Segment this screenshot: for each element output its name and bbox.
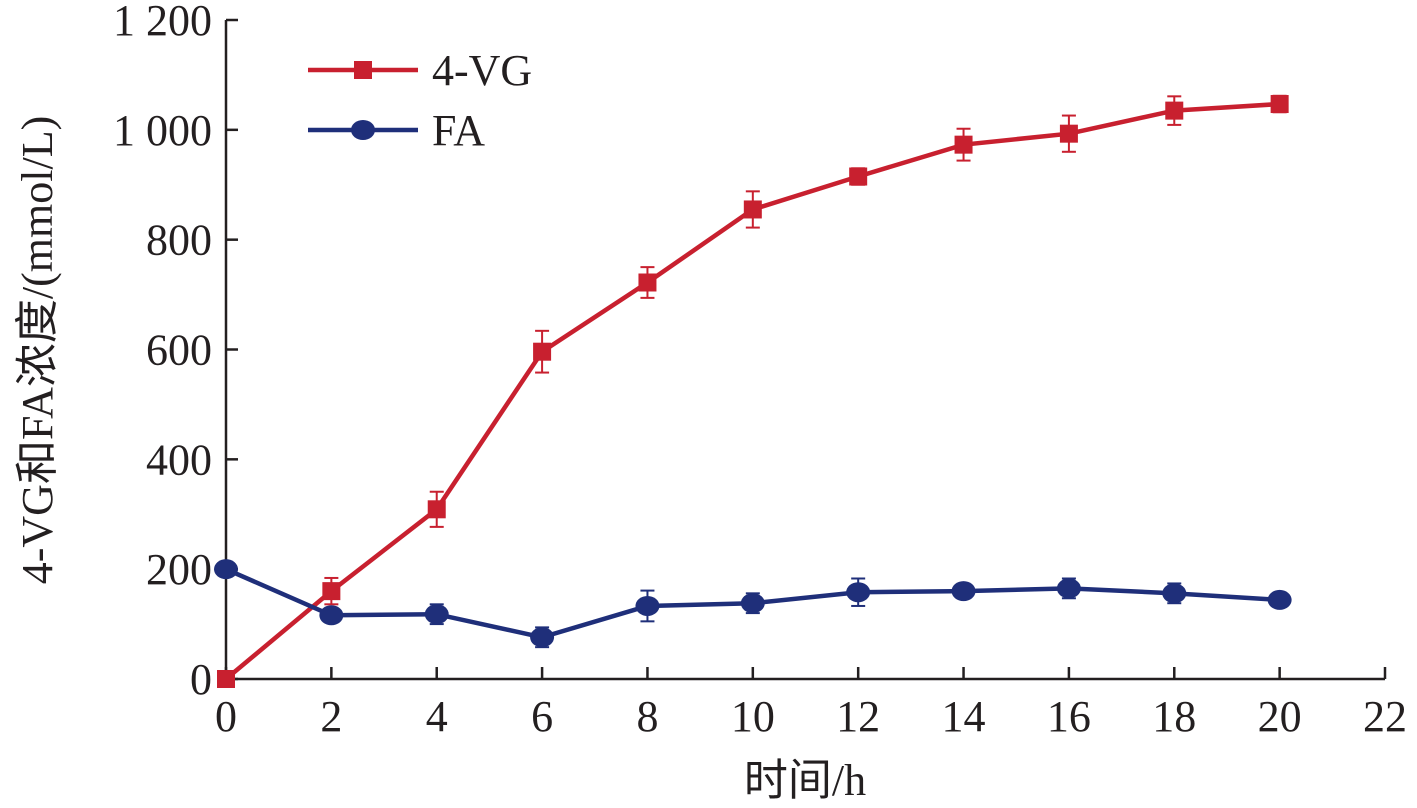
data-point [743,200,762,219]
data-point [322,582,341,601]
data-point [638,273,657,292]
data-point [1162,583,1187,604]
legend-label: 4-VG [432,46,532,95]
data-point [954,135,973,154]
x-tick-label: 20 [1258,692,1302,741]
legend-marker [351,120,375,140]
data-point [1165,101,1184,120]
y-tick-label: 400 [146,435,212,484]
data-point [849,167,868,186]
x-axis-label: 时间/h [744,756,866,805]
axes: 0 2 4 6 8 10 12 14 16 18 20 22 0 200 400 600 800 1 000 1 2… [113,0,1407,741]
legend-item-4-vg: 4-VG [308,46,532,95]
data-point [530,627,555,648]
data-point [424,604,449,625]
x-tick-label: 6 [531,692,553,741]
y-tick-label: 800 [146,216,212,265]
series-group [214,94,1292,688]
y-tick-label: 1 000 [113,106,212,155]
data-point [1270,95,1289,114]
data-point [533,342,552,361]
x-tick-label: 4 [426,692,448,741]
data-point [1056,578,1081,599]
data-point [319,605,344,626]
x-tick-label: 22 [1363,692,1407,741]
y-tick-label: 200 [146,545,212,594]
legend-marker [354,61,372,79]
y-tick-label: 1 200 [113,0,212,45]
data-point [1267,589,1292,610]
x-tick-label: 18 [1152,692,1196,741]
data-point [427,500,446,519]
x-tick-label: 10 [731,692,775,741]
series-fa [214,559,1292,649]
x-tick-label: 0 [215,692,237,741]
y-tick-label: 0 [190,655,212,704]
x-tick-label: 12 [836,692,880,741]
data-point [635,595,660,616]
x-tick-label: 8 [636,692,658,741]
data-point [217,670,235,688]
data-point [214,559,238,580]
data-point [1059,124,1078,143]
legend-item-fa: FA [308,106,485,155]
data-point [846,582,871,603]
series-4-vg [217,94,1289,688]
y-axis-label: 4-VG和FA浓度/(mmol/L) [13,116,62,585]
data-point [951,581,976,602]
legend-label: FA [432,106,485,155]
x-tick-label: 16 [1047,692,1091,741]
legend: 4-VG FA [308,46,532,155]
x-tick-label: 2 [320,692,342,741]
data-point [740,593,765,614]
x-tick-label: 14 [942,692,986,741]
y-tick-label: 600 [146,326,212,375]
